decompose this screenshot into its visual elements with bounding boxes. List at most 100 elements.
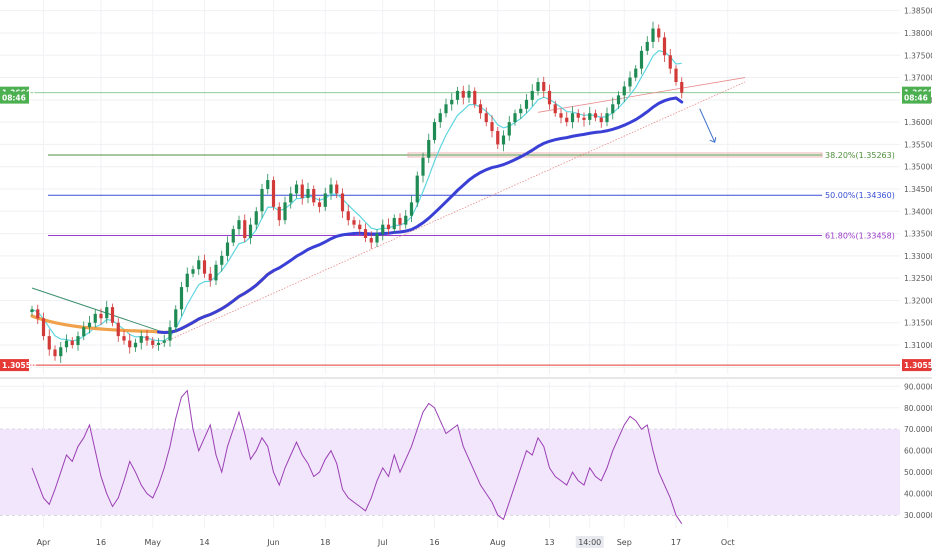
rsi-band-fill [0,429,900,516]
price-tag-right-bg [902,91,931,104]
candle-body [76,336,80,346]
price-tick-label: 1.37000 [904,74,932,83]
ma-200-line [30,96,684,335]
price-tick-label: 1.37500 [904,51,932,60]
candle-body [662,37,667,56]
candle-body [133,342,138,348]
time-tick-label: 16 [96,538,106,547]
candle-body [444,104,448,114]
candle-body [668,55,672,69]
candle-body [99,313,103,319]
candle-body [214,264,218,281]
candle-body [168,327,172,341]
price-tick-label: 1.34500 [904,185,932,194]
candle-body [553,104,557,114]
candle-body [237,220,241,230]
candle-body [559,113,563,118]
candle-body [450,99,454,105]
candle-body [139,336,143,343]
candle-body [645,41,649,51]
candle-body [484,113,488,123]
candle-body [248,224,253,239]
candle-body [283,202,287,221]
candle-body [306,189,310,198]
candle-body [122,336,126,341]
price-tag-left-bg [0,359,29,372]
candle-body [191,269,195,274]
price-tick-label: 1.32000 [904,296,932,305]
candle-body [421,157,425,176]
candle-body [329,184,333,194]
candle-body [231,229,235,243]
candle-body [375,233,379,243]
time-axis[interactable]: Apr 16 May 14 Jun 18 Jul 16 Aug 13 14:00 Sep 17 Oct [37,536,735,548]
candle-body [47,336,51,350]
candle-body [507,122,511,136]
time-tick-label: 14 [199,538,209,547]
main-price-axis[interactable]: 1.385001.380001.375001.370001.365001.360… [904,7,932,373]
price-tick-label: 1.33000 [904,252,932,261]
price-tick-label: 1.35000 [904,163,932,172]
rsi-tick-label: 90.0000 [904,382,932,391]
candle-body [628,77,632,87]
fib-label: 50.00%(1.34360) [825,191,895,200]
rsi-axis[interactable]: 90.0000 80.0000 70.0000 60.0000 50.0000 40.00… [904,382,932,520]
candle-body [266,180,270,189]
candle-body [461,90,465,98]
rsi-tick-label: 50.0000 [904,468,932,477]
arrow-head [709,137,717,143]
candle-body [455,90,460,100]
candle-body [634,68,638,78]
candle-body [197,260,201,270]
candle-body [622,86,626,96]
time-cursor-tag-bg [575,536,604,548]
rsi-tick-label: 70.0000 [904,425,932,434]
candle-body [530,90,534,100]
candle-body [151,340,155,346]
time-tick-label: 17 [671,538,681,547]
candle-body [651,28,655,42]
main-panel[interactable]: 38.20%(1.35263) 50.00%(1.34360) 61.80%(1.3… [0,0,932,374]
candle-body [352,220,356,225]
candle-body [501,135,506,145]
candle-body [639,50,644,69]
candle-body [363,229,368,239]
candle-body [369,238,373,243]
ma-200-blue-segment [157,96,684,335]
candle-body [145,336,149,341]
candle-body [70,340,74,346]
price-tick-label: 1.35500 [904,140,932,149]
candle-body [588,113,592,120]
candle-body [289,193,293,203]
candle-body [53,349,57,357]
price-tick-label: 1.36000 [904,118,932,127]
candle-body [156,342,161,346]
time-tick-label: Jun [266,538,280,547]
rsi-line [31,389,683,524]
rsi-tick-label: 30.0000 [904,511,932,520]
candle-body [392,217,396,230]
rsi-panel[interactable]: 90.0000 80.0000 70.0000 60.0000 50.0000 40.00… [0,382,932,528]
price-tick-label: 1.33500 [904,230,932,239]
candle-body [294,184,299,194]
rsi-tick-label: 80.0000 [904,404,932,413]
candle-body [657,28,661,38]
forecast-arrow [699,108,717,143]
price-tag-left-label: 08:46 [2,94,26,103]
candle-body [616,95,621,105]
time-tick-label: 14:00 [578,538,601,547]
candle-body [128,340,132,348]
candle-body [271,180,276,207]
price-tick-label: 1.38000 [904,29,932,38]
candle-body [174,309,178,328]
candle-body [542,82,546,91]
candle-body [110,307,115,323]
time-tick-label: Aug [490,538,506,547]
uptrend-line [152,81,746,348]
candle-body [582,117,586,120]
candle-body [496,131,500,145]
price-tag-left-label: 1.30550 [2,361,36,370]
candle-body [432,122,437,140]
candle-body [570,113,575,123]
